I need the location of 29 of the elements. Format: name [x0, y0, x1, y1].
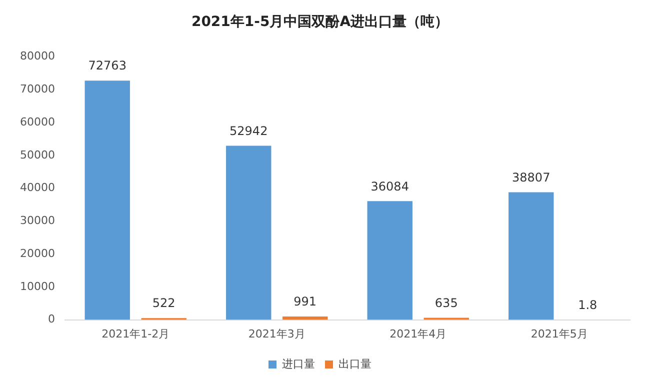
bar: [367, 201, 412, 320]
data-label: 52942: [230, 124, 268, 138]
bar: [84, 80, 130, 320]
bar: [226, 146, 272, 320]
data-label: 991: [294, 294, 317, 309]
y-tick-label: 50000: [20, 148, 55, 162]
y-tick-label: 0: [48, 312, 55, 326]
data-label: 38807: [512, 170, 550, 184]
x-tick-label: 2021年5月: [530, 327, 588, 340]
y-tick-label: 70000: [20, 82, 55, 96]
bar: [508, 192, 554, 320]
bar: [282, 316, 328, 320]
data-label: 36084: [370, 179, 409, 194]
data-label: 635: [434, 296, 458, 310]
y-tick-label: 80000: [20, 50, 55, 63]
data-label: 1.8: [578, 298, 598, 312]
x-tick-label: 2021年1-2月: [102, 327, 170, 340]
y-tick-label: 30000: [20, 214, 55, 228]
y-tick-label: 10000: [20, 280, 55, 293]
chart-title: 2021年1-5月中国双酚A进出口量（吨）: [191, 14, 449, 30]
legend-label: 出口量: [338, 357, 372, 370]
y-tick-label: 20000: [20, 246, 55, 260]
legend-label: 进口量: [282, 357, 315, 370]
y-tick-label: 40000: [20, 181, 55, 194]
x-tick-label: 2021年4月: [390, 327, 447, 340]
data-label: 72763: [88, 58, 126, 73]
data-label: 522: [152, 296, 176, 310]
y-tick-label: 60000: [20, 115, 55, 128]
x-tick-label: 2021年3月: [248, 327, 306, 340]
